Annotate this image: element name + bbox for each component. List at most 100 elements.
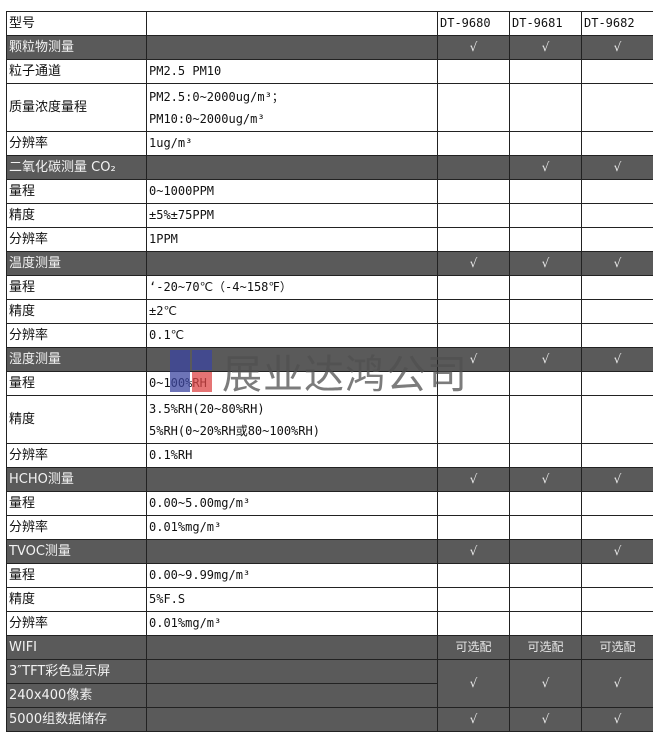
model-cell: [437, 275, 510, 300]
spec-label: 精度: [6, 203, 147, 228]
spec-row: 分辨率 1PPM: [6, 227, 653, 252]
check-icon: √: [581, 707, 653, 732]
header-label: 型号: [6, 11, 147, 36]
model-dt-9681: DT-9681: [509, 11, 582, 36]
check-icon: √: [581, 539, 653, 564]
spec-value: 0~1000PPM: [146, 179, 438, 204]
check-icon: √: [437, 35, 510, 60]
section-label: 温度测量: [6, 251, 147, 276]
section-label: 二氧化碳测量 CO₂: [6, 155, 147, 180]
model-cell: 可选配: [509, 635, 582, 660]
model-cell: [581, 395, 653, 444]
check-icon: √: [437, 467, 510, 492]
spec-value-line: ±2℃: [149, 304, 177, 318]
model-cell: [437, 179, 510, 204]
spec-label: 量程: [6, 371, 147, 396]
spec-value: 0.01%mg/m³: [146, 515, 438, 540]
spec-row: 量程 0~1000PPM: [6, 179, 653, 204]
model-cell: [509, 83, 582, 132]
model-cell: [581, 59, 653, 84]
spec-row: 精度 3.5%RH(20~80%RH) 5%RH(0~20%RH或80~100%RH…: [6, 395, 653, 444]
section-row: 二氧化碳测量 CO₂ √ √: [6, 155, 653, 180]
check-icon: √: [437, 539, 510, 564]
model-cell: [509, 611, 582, 636]
spec-value-line: PM10:0~2000ug/m³: [149, 111, 265, 126]
model-cell: [509, 323, 582, 348]
model-cell: [581, 227, 653, 252]
section-label: HCHO测量: [6, 467, 147, 492]
check-icon: √: [509, 707, 582, 732]
model-cell: 可选配: [437, 635, 510, 660]
spec-label: 量程: [6, 563, 147, 588]
spec-value-line: 0.1%RH: [149, 448, 193, 462]
spec-row: 分辨率 0.1%RH: [6, 443, 653, 468]
section-blank: [146, 347, 438, 372]
spec-row: 精度 ±2℃: [6, 299, 653, 324]
model-cell: [581, 371, 653, 396]
spec-value-line: 3.5%RH(20~80%RH): [149, 401, 265, 416]
spec-value: ±2℃: [146, 299, 438, 324]
model-cell: [437, 611, 510, 636]
model-cell: [509, 131, 582, 156]
model-cell: [581, 203, 653, 228]
spec-label: 粒子通道: [6, 59, 147, 84]
check-icon: √: [509, 155, 582, 180]
spec-value-line: 0.01%mg/m³: [149, 616, 222, 630]
display-label-line-1: 3″TFT彩色显示屏: [6, 659, 147, 684]
spec-value: 1ug/m³: [146, 131, 438, 156]
spec-label: 质量浓度量程: [6, 83, 147, 132]
section-label: 湿度测量: [6, 347, 147, 372]
check-icon: √: [509, 659, 582, 708]
spec-row: 精度 ±5%±75PPM: [6, 203, 653, 228]
spec-value-line: 5%RH(0~20%RH或80~100%RH): [149, 423, 320, 438]
check-icon: √: [581, 659, 653, 708]
model-cell: [581, 443, 653, 468]
spec-label: 量程: [6, 491, 147, 516]
model-cell: [437, 83, 510, 132]
model-cell: [437, 299, 510, 324]
spec-value: ‘-20~70℃（-4~158℉）: [146, 275, 438, 300]
spec-value: 3.5%RH(20~80%RH) 5%RH(0~20%RH或80~100%RH): [146, 395, 438, 444]
spec-row: 精度 5%F.S: [6, 587, 653, 612]
display-blank: [146, 659, 438, 684]
check-icon: √: [437, 251, 510, 276]
section-row: 湿度测量 √ √ √: [6, 347, 653, 372]
model-cell: [581, 611, 653, 636]
model-cell: [581, 275, 653, 300]
spec-value: 1PPM: [146, 227, 438, 252]
check-icon: √: [509, 35, 582, 60]
section-blank: [146, 155, 438, 180]
section-blank: [146, 539, 438, 564]
model-cell: [509, 275, 582, 300]
check-icon: √: [581, 155, 653, 180]
spec-label: 分辨率: [6, 515, 147, 540]
spec-value: ±5%±75PPM: [146, 203, 438, 228]
spec-table: 型号 DT-9680 DT-9681 DT-9682 颗粒物测量 √ √ √ 粒子通道 P…: [6, 11, 653, 732]
spec-value-line: ‘-20~70℃（-4~158℉）: [149, 280, 292, 294]
spec-value: 0.01%mg/m³: [146, 611, 438, 636]
section-blank: [146, 467, 438, 492]
spec-value: 0~100%RH: [146, 371, 438, 396]
spec-label: 精度: [6, 395, 147, 444]
section-row: 5000组数据储存 √ √ √: [6, 707, 653, 732]
spec-value-line: 0~1000PPM: [149, 184, 215, 198]
section-label: WIFI: [6, 635, 147, 660]
section-blank: [146, 707, 438, 732]
check-icon: √: [437, 707, 510, 732]
section-row: HCHO测量 √ √ √: [6, 467, 653, 492]
model-cell: [581, 587, 653, 612]
header-blank: [146, 11, 438, 36]
spec-row: 量程 ‘-20~70℃（-4~158℉）: [6, 275, 653, 300]
model-cell: [509, 443, 582, 468]
spec-value-line: 0.01%mg/m³: [149, 520, 222, 534]
section-blank: [146, 635, 438, 660]
model-cell: [509, 299, 582, 324]
spec-row: 质量浓度量程 PM2.5:0~2000ug/m³； PM10:0~2000ug/m³: [6, 83, 653, 132]
spec-value: 5%F.S: [146, 587, 438, 612]
model-cell: [437, 203, 510, 228]
model-cell: [509, 539, 582, 564]
spec-value: 0.00~9.99mg/m³: [146, 563, 438, 588]
check-icon: √: [581, 251, 653, 276]
spec-value-line: 0.1℃: [149, 328, 185, 342]
model-cell: [437, 59, 510, 84]
